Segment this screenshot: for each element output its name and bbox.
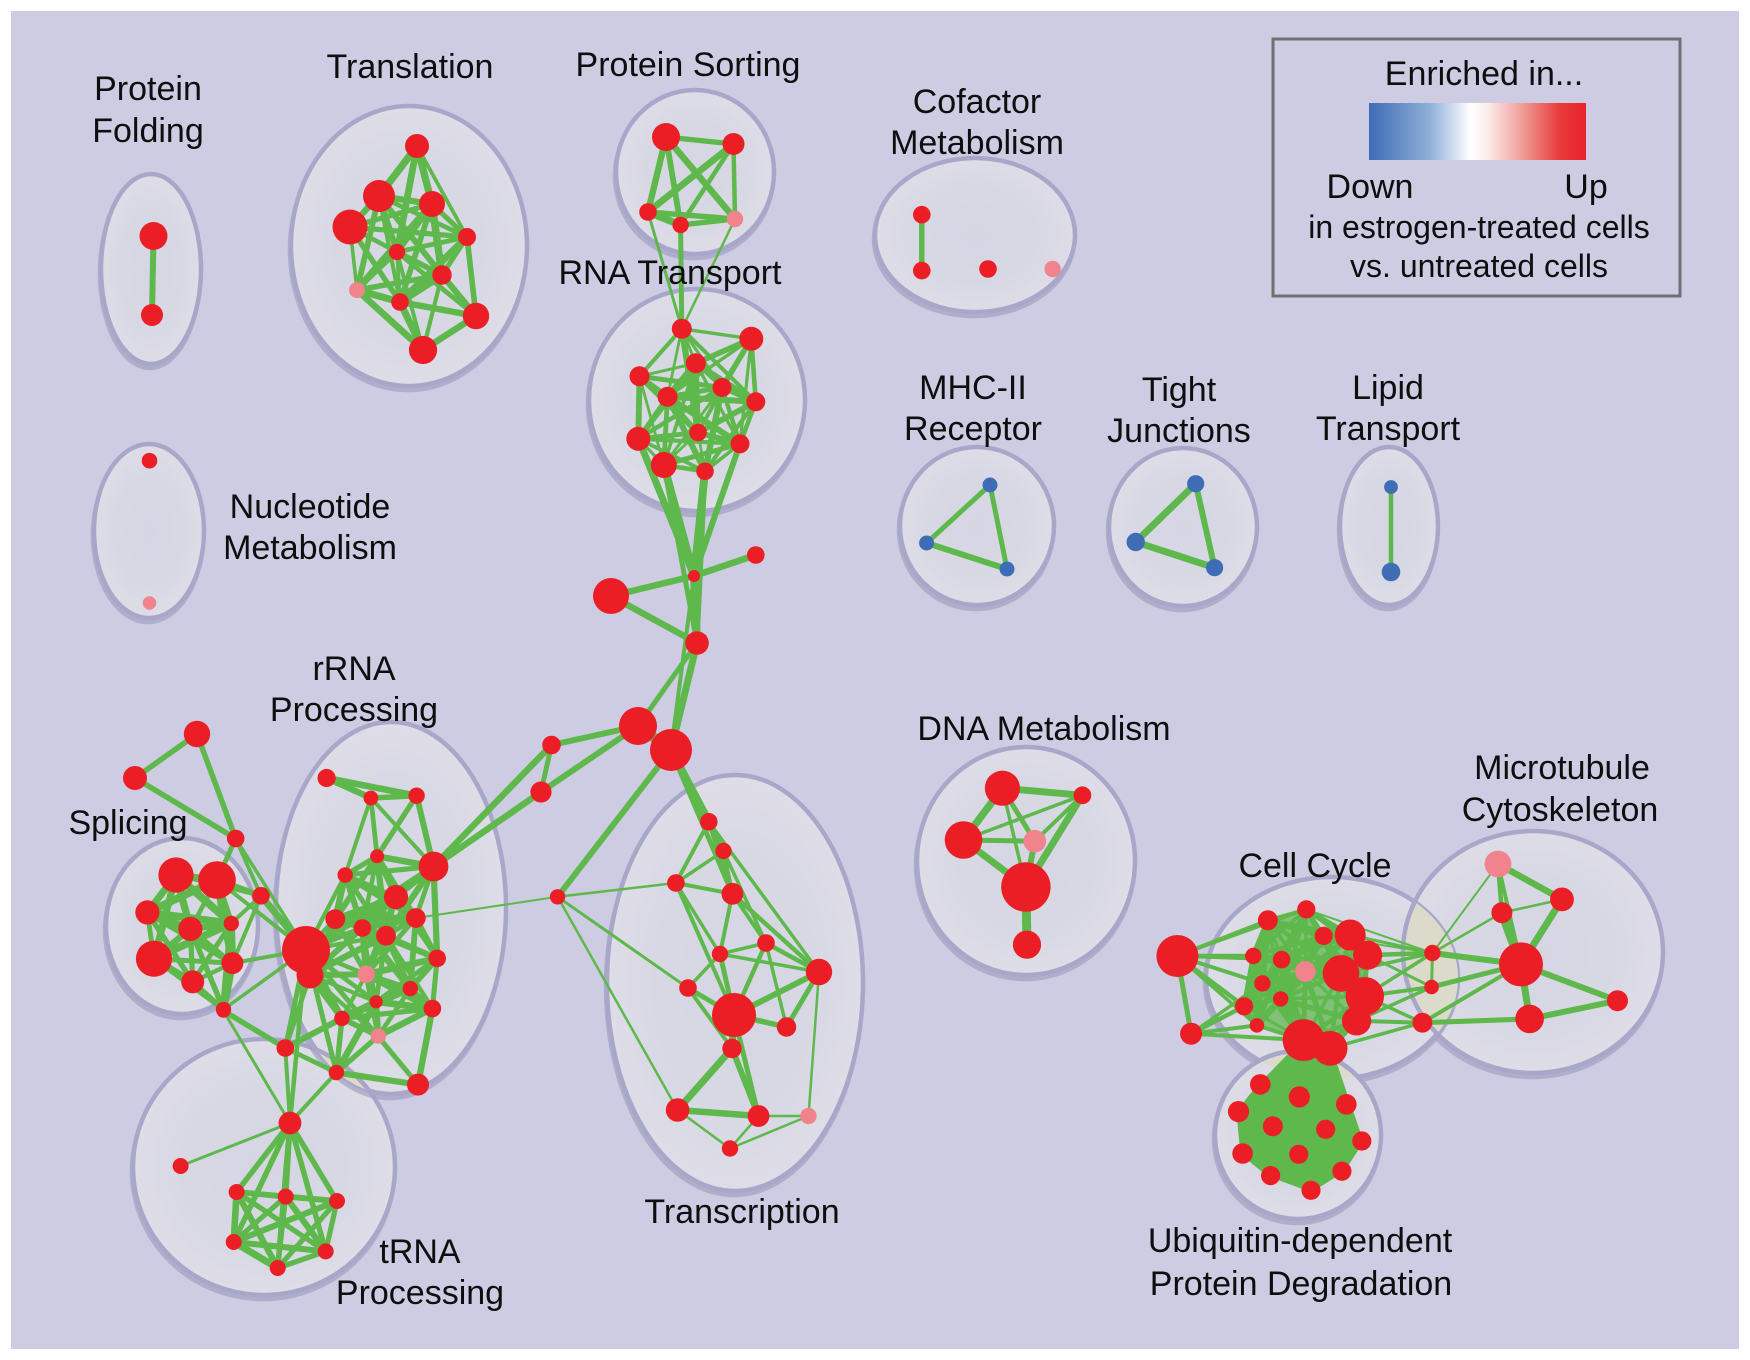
svg-text:rRNA: rRNA [312,650,395,688]
svg-text:Transcription: Transcription [644,1193,839,1231]
svg-text:Cytoskeleton: Cytoskeleton [1462,791,1659,829]
svg-text:RNA Transport: RNA Transport [559,254,783,292]
svg-text:Translation: Translation [327,48,494,86]
svg-text:Metabolism: Metabolism [890,124,1064,162]
svg-text:Junctions: Junctions [1107,412,1251,450]
svg-text:Lipid: Lipid [1352,369,1424,407]
svg-text:Protein Degradation: Protein Degradation [1150,1265,1452,1303]
svg-text:Down: Down [1327,168,1414,206]
svg-text:Up: Up [1564,168,1607,206]
svg-text:Protein Sorting: Protein Sorting [576,46,801,84]
svg-text:Cell Cycle: Cell Cycle [1238,847,1391,885]
svg-text:Ubiquitin-dependent: Ubiquitin-dependent [1148,1222,1453,1260]
svg-text:Splicing: Splicing [68,804,187,842]
svg-text:vs. untreated cells: vs. untreated cells [1350,248,1608,284]
svg-text:Metabolism: Metabolism [223,529,397,567]
svg-text:Nucleotide: Nucleotide [230,488,391,526]
svg-text:Processing: Processing [336,1274,504,1312]
svg-text:Folding: Folding [92,112,204,150]
svg-text:Cofactor: Cofactor [913,83,1042,121]
svg-text:DNA Metabolism: DNA Metabolism [917,710,1170,748]
svg-text:Processing: Processing [270,691,438,729]
svg-text:Tight: Tight [1142,371,1217,409]
svg-text:Transport: Transport [1316,410,1461,448]
svg-text:tRNA: tRNA [379,1233,461,1271]
svg-text:Protein: Protein [94,70,202,108]
svg-text:Receptor: Receptor [904,410,1042,448]
svg-text:Enriched in...: Enriched in... [1385,55,1583,93]
svg-text:in estrogen-treated cells: in estrogen-treated cells [1308,209,1650,245]
svg-text:MHC-II: MHC-II [919,369,1027,407]
svg-text:Microtubule: Microtubule [1474,749,1650,787]
